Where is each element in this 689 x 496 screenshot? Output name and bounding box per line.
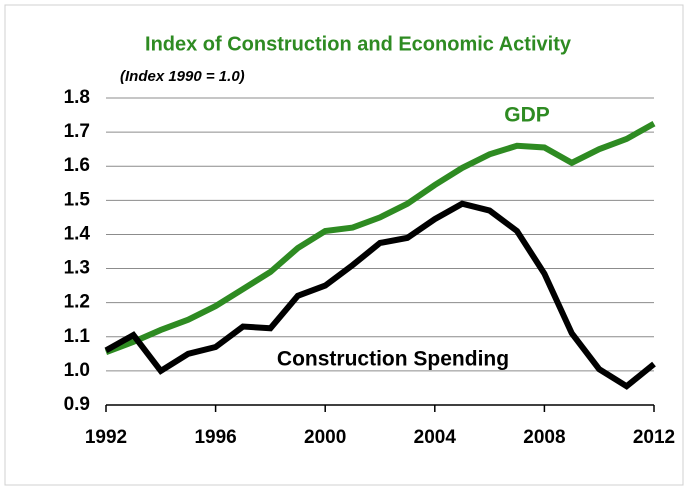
x-tick-label: 1996 (194, 427, 236, 448)
series-label: GDP (504, 104, 550, 127)
grid (105, 97, 655, 412)
chart-title: Index of Construction and Economic Activ… (145, 33, 572, 55)
x-tick-label: 2008 (523, 427, 565, 448)
y-tick-label: 1.8 (64, 87, 90, 108)
y-tick-label: 1.4 (64, 223, 91, 244)
chart-subtitle: (Index 1990 = 1.0) (120, 68, 245, 85)
y-tick-label: 0.9 (64, 394, 90, 415)
y-tick-label: 1.7 (64, 121, 90, 142)
chart-frame (4, 4, 684, 486)
x-tick-label: 2012 (633, 427, 675, 448)
x-tick-label: 1992 (85, 427, 127, 448)
y-tick-label: 1.6 (64, 155, 90, 176)
x-tick-label: 2000 (304, 427, 346, 448)
x-tick-label: 2004 (414, 427, 457, 448)
plot (104, 120, 656, 390)
y-tick-label: 1.2 (64, 292, 90, 313)
series-label: Construction Spending (277, 348, 509, 371)
series-line (104, 200, 656, 390)
y-tick-label: 1.0 (64, 360, 90, 381)
y-tick-label: 1.1 (64, 326, 91, 347)
y-tick-label: 1.5 (64, 189, 91, 210)
y-tick-label: 1.3 (64, 258, 90, 279)
series-line (104, 120, 656, 355)
